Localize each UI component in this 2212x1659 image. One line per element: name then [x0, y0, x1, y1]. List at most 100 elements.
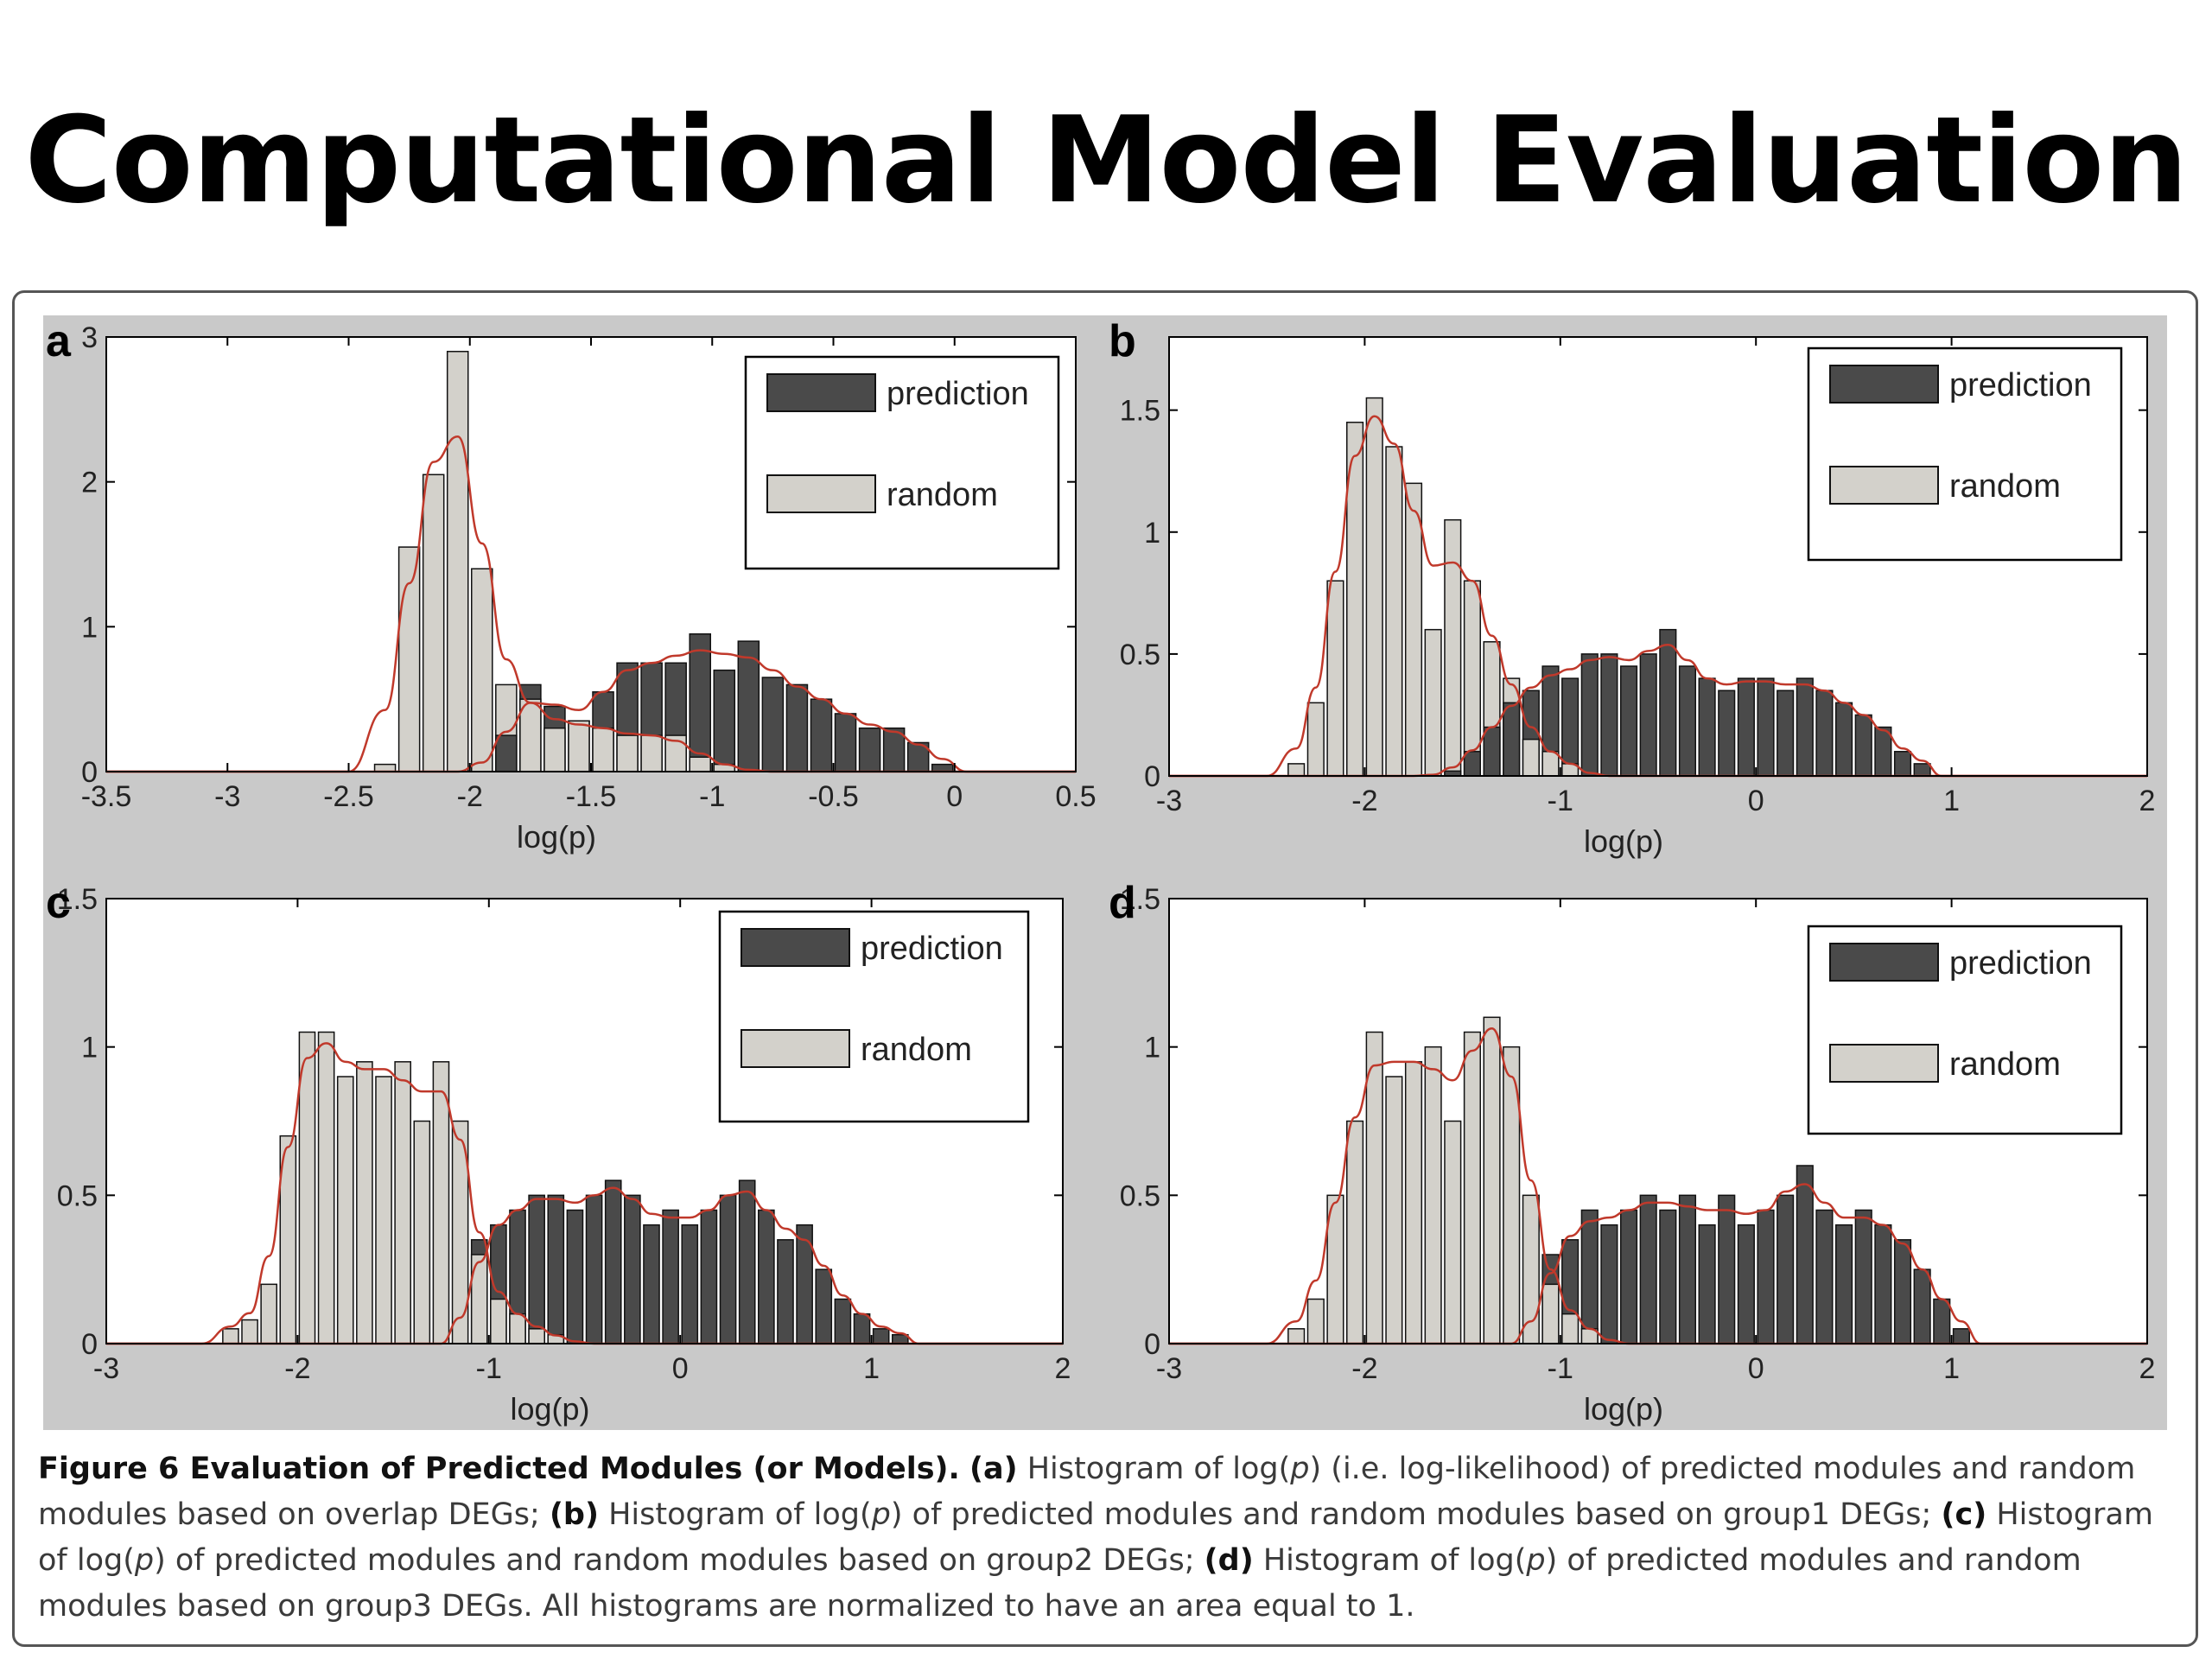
x-tick-label: 2 — [2139, 1352, 2156, 1385]
random-bar — [241, 1319, 258, 1344]
random-bar — [1404, 1061, 1423, 1344]
x-axis-label: log(p) — [517, 819, 596, 855]
caption-figure-label: Figure 6 Evaluation of Predicted Modules… — [38, 1452, 960, 1486]
y-tick-label: 0 — [1144, 1328, 1160, 1361]
prediction-bar — [1757, 677, 1775, 777]
panel-c: -3 -2 -1 0 1 2 0 0.5 1 1.5 log(p) c prediction random — [46, 878, 1071, 1427]
legend-label-prediction: prediction — [1949, 367, 2092, 404]
random-bar — [519, 698, 542, 772]
prediction-bar — [1659, 1209, 1677, 1344]
panel-d: -3 -2 -1 0 1 2 0 0.5 1 1.5 log(p) d prediction random — [1109, 878, 2155, 1427]
prediction-bar — [528, 1194, 545, 1344]
random-bar — [446, 351, 469, 772]
prediction-bar — [624, 1194, 641, 1344]
random-bar — [1404, 482, 1423, 777]
x-tick-label: -1 — [476, 1352, 502, 1385]
x-tick-label: 1 — [1943, 785, 1960, 817]
prediction-bar — [1893, 751, 1912, 777]
y-tick-label: 1.5 — [1120, 883, 1160, 916]
random-bar — [1522, 738, 1540, 777]
prediction-bar — [777, 1239, 794, 1344]
prediction-bar — [1737, 1224, 1755, 1344]
prediction-bar — [931, 763, 954, 772]
caption-text-c1: Histogram of log( — [38, 1497, 2153, 1578]
prediction-bar — [1678, 1194, 1697, 1344]
prediction-bar — [1815, 690, 1834, 777]
prediction-bar — [1639, 653, 1657, 777]
y-tick-label: 2 — [81, 467, 98, 499]
caption-text-d1: Histogram of log( — [1253, 1543, 1527, 1578]
prediction-bar — [1777, 1194, 1795, 1344]
prediction-bar — [566, 1209, 584, 1344]
x-axis-label: log(p) — [1584, 1391, 1663, 1427]
x-tick-label: 0.5 — [1055, 780, 1096, 813]
prediction-bar — [1874, 1224, 1892, 1344]
prediction-bar — [1463, 751, 1481, 777]
y-tick-label: 0 — [1144, 760, 1160, 793]
x-axis-label: log(p) — [1584, 823, 1663, 859]
prediction-bar — [1933, 1298, 1951, 1344]
prediction-bar — [858, 727, 881, 772]
random-bar — [1463, 1031, 1481, 1344]
prediction-bar — [1737, 677, 1755, 777]
random-bar — [1483, 1016, 1501, 1344]
x-tick-label: -1 — [1548, 1352, 1573, 1385]
y-tick-label: 1 — [81, 1032, 98, 1065]
x-tick-label: -3.5 — [81, 780, 132, 813]
prediction-bar — [643, 1224, 660, 1344]
panel-label: a — [46, 316, 72, 366]
x-tick-label: 2 — [2139, 785, 2156, 817]
panel-b: -3 -2 -1 0 1 2 0 0.5 1 1.5 log(p) b prediction random — [1109, 316, 2155, 859]
x-tick-label: -3 — [93, 1352, 119, 1385]
caption-tag-b: (b) — [549, 1497, 599, 1532]
random-bar — [568, 720, 590, 772]
legend-swatch-prediction — [766, 373, 876, 412]
legend-label-prediction: prediction — [861, 931, 1003, 967]
random-bar — [1306, 1298, 1325, 1344]
random-bar — [509, 1313, 526, 1344]
random-bar — [298, 1031, 316, 1344]
prediction-bar — [1580, 1209, 1599, 1344]
y-tick-label: 0 — [81, 1328, 98, 1361]
x-tick-label: -2 — [457, 780, 483, 813]
prediction-bar — [719, 1194, 737, 1344]
caption-text-a1: Histogram of log( — [1017, 1452, 1291, 1486]
prediction-bar — [1777, 690, 1795, 777]
prediction-bar — [1698, 677, 1716, 777]
prediction-bar — [585, 1194, 603, 1344]
prediction-bar — [1698, 1224, 1716, 1344]
prediction-bar — [1639, 1194, 1657, 1344]
x-tick-label: -2 — [284, 1352, 310, 1385]
random-bar — [336, 1076, 354, 1344]
random-bar — [356, 1061, 373, 1344]
x-tick-label: -2 — [1351, 785, 1377, 817]
x-tick-label: -3 — [1156, 1352, 1182, 1385]
random-bar — [640, 734, 663, 772]
x-tick-label: -0.5 — [808, 780, 859, 813]
random-bar — [1444, 518, 1462, 777]
prediction-bar — [1796, 677, 1814, 777]
prediction-bar — [689, 632, 712, 772]
prediction-bar — [853, 1313, 871, 1344]
random-bar — [373, 763, 397, 772]
prediction-bar — [761, 677, 785, 772]
prediction-bar — [1913, 763, 1931, 777]
random-bar — [1385, 446, 1403, 777]
prediction-bar — [1503, 702, 1521, 777]
prediction-bar — [1718, 690, 1736, 777]
x-tick-label: 1 — [863, 1352, 880, 1385]
legend-label-random: random — [861, 1032, 972, 1068]
random-bar — [375, 1076, 392, 1344]
x-tick-label: 0 — [946, 780, 963, 813]
y-tick-label: 0.5 — [1120, 639, 1160, 671]
caption-text-c2: ) of predicted modules and random module… — [154, 1543, 1205, 1578]
legend-box — [1807, 346, 2123, 562]
random-bar — [543, 727, 566, 772]
random-bar — [260, 1283, 278, 1344]
legend-swatch-prediction — [741, 928, 850, 967]
x-tick-label: -3 — [1156, 785, 1182, 817]
legend-swatch-prediction — [1829, 943, 1939, 982]
panel-label: d — [1109, 878, 1136, 928]
prediction-bar — [1757, 1209, 1775, 1344]
plot-frame — [105, 898, 1064, 1344]
